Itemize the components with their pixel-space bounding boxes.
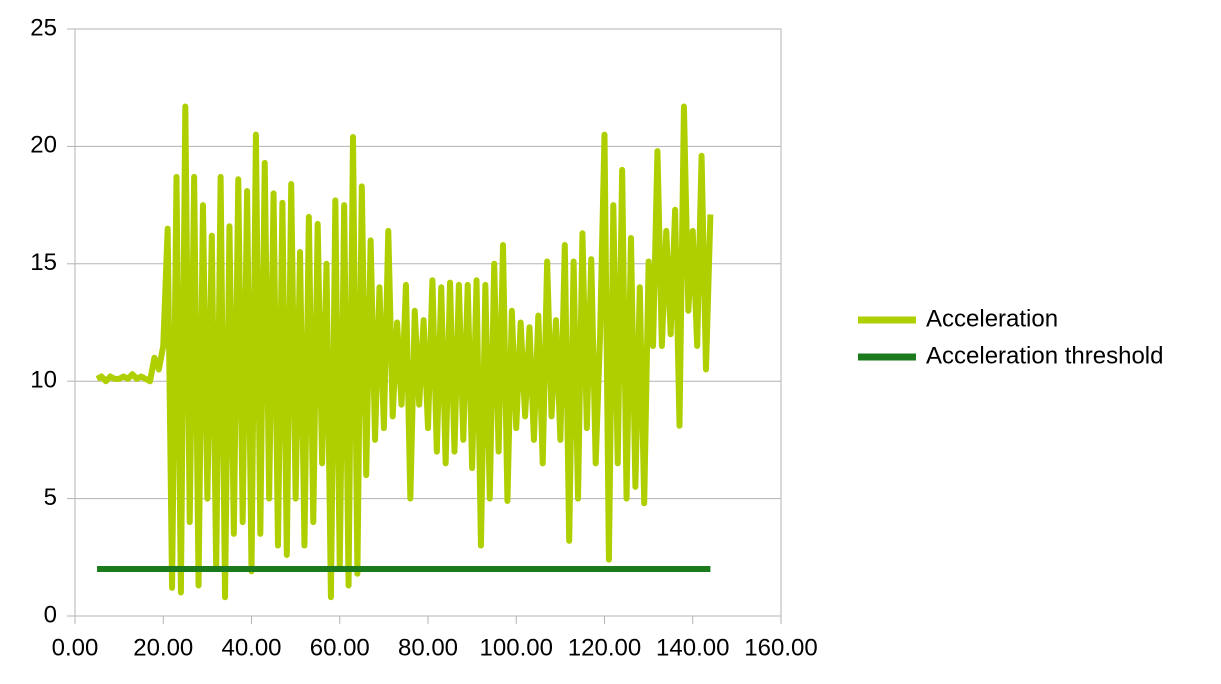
legend-label: Acceleration [926,305,1058,332]
y-tick-label: 0 [44,601,57,628]
y-tick-label: 5 [44,484,57,511]
y-tick-label: 25 [30,14,57,41]
x-tick-label: 100.00 [480,634,553,661]
x-tick-label: 0.00 [52,634,99,661]
legend-label: Acceleration threshold [926,342,1163,369]
x-tick-label: 40.00 [221,634,281,661]
y-tick-label: 20 [30,132,57,159]
x-tick-label: 160.00 [744,634,817,661]
series-line [95,103,714,601]
y-tick-label: 10 [30,367,57,394]
x-tick-label: 140.00 [656,634,729,661]
x-tick-label: 20.00 [133,634,193,661]
y-tick-label: 15 [30,249,57,276]
x-tick-label: 60.00 [310,634,370,661]
plot-frame [74,28,782,617]
x-tick-label: 80.00 [398,634,458,661]
x-tick-label: 120.00 [568,634,641,661]
